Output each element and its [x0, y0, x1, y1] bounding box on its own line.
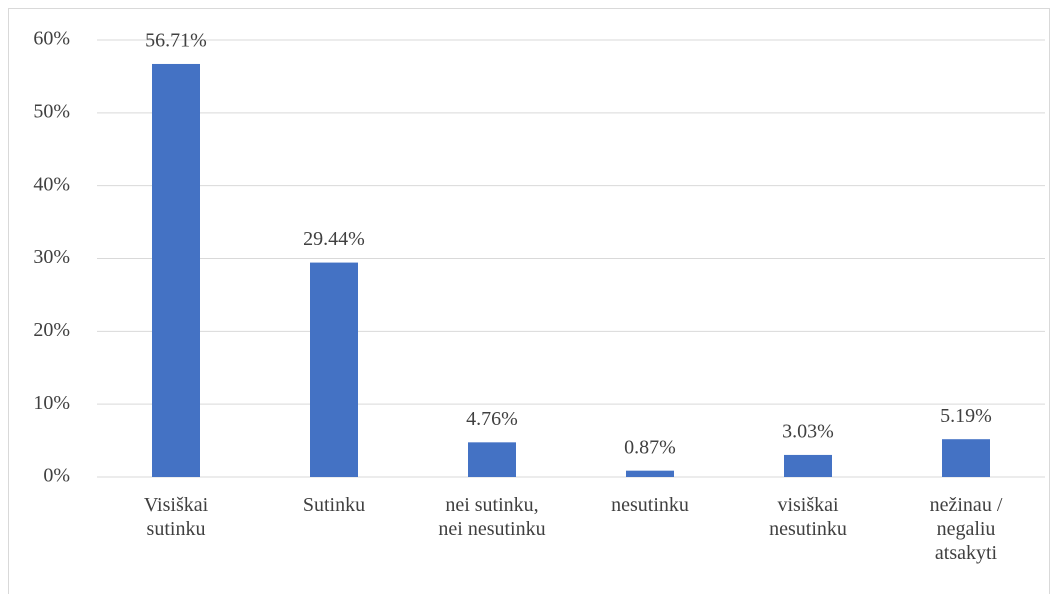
data-label: 0.87%	[624, 436, 676, 458]
x-tick-label: Visiškai sutinku	[143, 494, 209, 540]
bar	[152, 63, 200, 478]
bar	[626, 470, 674, 477]
x-tick-label: nesutinku	[611, 494, 689, 516]
x-tick-label: visiškai nesutinku	[769, 494, 847, 540]
data-label: 56.71%	[145, 30, 207, 52]
data-label: 3.03%	[782, 421, 834, 443]
y-tick-label: 50%	[33, 100, 70, 122]
bar	[310, 262, 358, 477]
y-tick-label: 40%	[33, 173, 70, 195]
y-tick-label: 20%	[33, 319, 70, 341]
x-tick-label: nei sutinku, nei nesutinku	[438, 494, 546, 540]
x-tick-label: Sutinku	[302, 494, 366, 516]
y-tick-label: 10%	[33, 392, 70, 414]
y-tick-label: 30%	[33, 246, 70, 268]
chart-border	[8, 8, 1050, 594]
data-label: 4.76%	[466, 408, 518, 430]
data-label: 29.44%	[303, 228, 365, 250]
data-label: 5.19%	[940, 405, 992, 427]
bar	[468, 442, 516, 477]
bar	[942, 439, 990, 477]
x-tick-label: nežinau / negaliu atsakyti	[929, 494, 1003, 564]
y-tick-label: 0%	[43, 465, 70, 487]
y-tick-label: 60%	[33, 28, 70, 50]
bar	[784, 454, 832, 477]
